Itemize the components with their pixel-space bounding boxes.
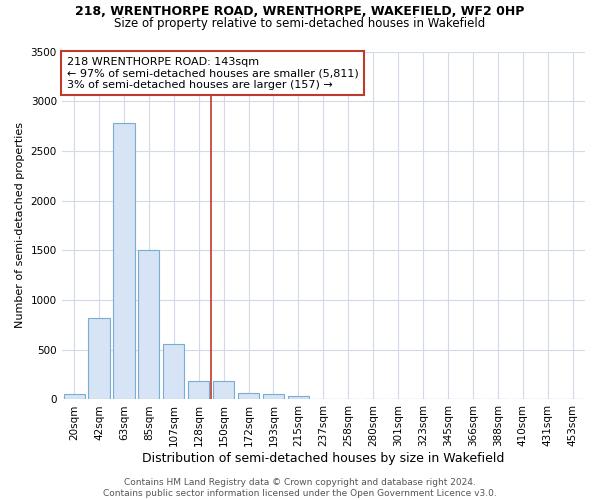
- Bar: [263, 394, 284, 400]
- Y-axis label: Number of semi-detached properties: Number of semi-detached properties: [15, 122, 25, 328]
- Bar: [64, 394, 85, 400]
- Bar: [138, 250, 160, 400]
- Bar: [88, 318, 110, 400]
- Bar: [213, 381, 234, 400]
- Bar: [238, 394, 259, 400]
- Text: Size of property relative to semi-detached houses in Wakefield: Size of property relative to semi-detach…: [115, 18, 485, 30]
- Text: 218 WRENTHORPE ROAD: 143sqm
← 97% of semi-detached houses are smaller (5,811)
3%: 218 WRENTHORPE ROAD: 143sqm ← 97% of sem…: [67, 56, 359, 90]
- Bar: [113, 123, 134, 400]
- Bar: [188, 381, 209, 400]
- Bar: [163, 344, 184, 400]
- X-axis label: Distribution of semi-detached houses by size in Wakefield: Distribution of semi-detached houses by …: [142, 452, 505, 465]
- Bar: [288, 396, 309, 400]
- Text: 218, WRENTHORPE ROAD, WRENTHORPE, WAKEFIELD, WF2 0HP: 218, WRENTHORPE ROAD, WRENTHORPE, WAKEFI…: [76, 5, 524, 18]
- Text: Contains HM Land Registry data © Crown copyright and database right 2024.
Contai: Contains HM Land Registry data © Crown c…: [103, 478, 497, 498]
